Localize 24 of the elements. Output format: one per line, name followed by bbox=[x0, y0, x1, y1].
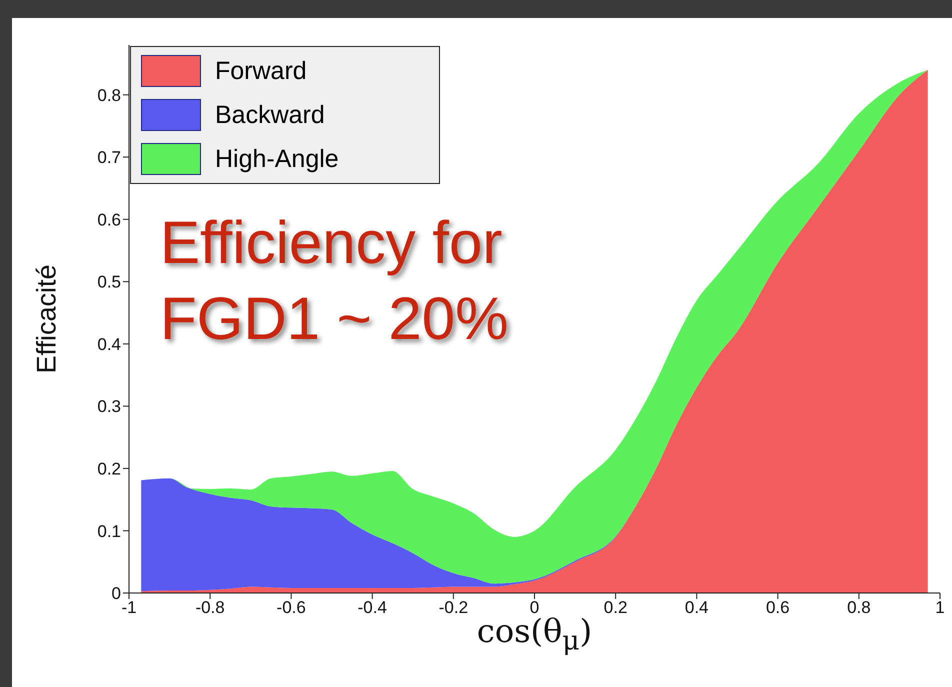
annotation: Efficiency for FGD1 ~ 20% bbox=[160, 208, 510, 354]
x-tick-label: -0.6 bbox=[276, 598, 306, 618]
y-tick-label: 0.8 bbox=[97, 86, 121, 105]
y-tick-label: 0.7 bbox=[97, 148, 121, 168]
x-tick-label: -0.8 bbox=[195, 598, 225, 618]
x-tick-label: -1 bbox=[121, 598, 137, 618]
x-tick-label: -0.4 bbox=[358, 598, 387, 618]
y-axis-title: Efficacité bbox=[32, 264, 62, 374]
x-tick-label: 0.4 bbox=[684, 598, 709, 618]
y-tick-label: 0.3 bbox=[97, 397, 121, 416]
x-tick-label: 0.6 bbox=[766, 598, 790, 618]
y-tick-label: 0.6 bbox=[97, 210, 121, 230]
x-tick-label: -0.2 bbox=[438, 598, 468, 618]
legend-label: Backward bbox=[215, 100, 325, 130]
x-tick-label: 0.2 bbox=[604, 598, 628, 618]
legend-label: Forward bbox=[215, 56, 307, 86]
y-tick-label: 0.4 bbox=[97, 334, 121, 354]
y-tick-label: 0.2 bbox=[97, 459, 121, 478]
legend-label: High-Angle bbox=[215, 144, 339, 174]
y-tick-label: 0 bbox=[112, 584, 121, 604]
y-tick-label: 0.1 bbox=[97, 522, 121, 541]
y-tick-label: 0.5 bbox=[97, 272, 121, 292]
x-tick-label: 1 bbox=[935, 598, 945, 618]
x-tick-label: 0.8 bbox=[847, 598, 871, 618]
